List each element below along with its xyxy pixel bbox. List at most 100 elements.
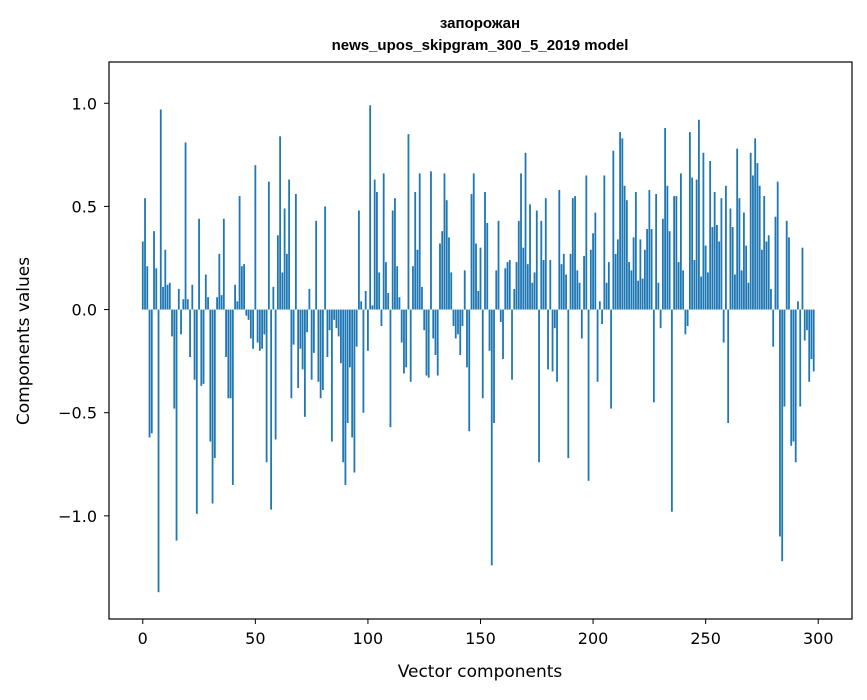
bar-component-30	[209, 309, 212, 442]
bar-component-270	[749, 152, 752, 310]
bar-component-144	[466, 309, 468, 368]
bar-component-147	[472, 173, 475, 310]
bar-component-112	[394, 198, 396, 310]
y-axis-label: Components values	[14, 257, 34, 425]
bar-component-249	[702, 152, 705, 310]
bar-component-97	[360, 301, 363, 310]
bar-component-126	[425, 309, 428, 376]
bar-component-65	[288, 179, 291, 310]
bar-component-226	[650, 229, 653, 310]
bar-component-22	[191, 284, 194, 310]
bar-component-212	[619, 132, 621, 310]
bar-component-39	[229, 309, 232, 399]
bar-component-287	[788, 237, 790, 310]
bar-component-148	[475, 243, 477, 310]
bar-component-239	[679, 173, 682, 310]
bar-component-145	[468, 309, 471, 432]
bar-component-188	[565, 274, 567, 310]
bar-component-110	[389, 309, 392, 428]
bar-component-178	[542, 260, 545, 310]
bar-component-268	[745, 245, 748, 310]
bar-component-6	[155, 268, 158, 310]
y-tick-label: 0.5	[72, 197, 97, 216]
bar-component-174	[533, 272, 536, 310]
bar-component-107	[382, 173, 385, 310]
x-tick-label: 250	[690, 629, 721, 648]
bar-component-173	[531, 282, 534, 310]
bar-component-41	[234, 284, 236, 310]
bar-component-149	[477, 290, 480, 310]
bar-component-172	[529, 204, 531, 310]
bar-component-105	[378, 272, 381, 310]
bar-component-51	[256, 309, 259, 343]
bar-component-193	[576, 270, 579, 310]
bar-component-34	[218, 253, 221, 310]
bar-component-72	[303, 309, 306, 417]
bar-component-231	[661, 218, 664, 310]
bar-component-152	[484, 191, 486, 310]
bar-component-87	[337, 309, 340, 337]
bar-component-253	[711, 227, 714, 310]
bar-component-101	[369, 105, 372, 310]
bar-component-26	[200, 309, 203, 386]
bar-component-140	[457, 309, 459, 335]
bar-component-283	[779, 309, 781, 537]
bar-component-57	[270, 309, 273, 510]
bar-component-225	[648, 189, 651, 310]
bar-component-227	[652, 309, 655, 403]
bar-component-154	[488, 309, 491, 351]
bar-component-96	[358, 210, 360, 310]
bar-component-246	[695, 179, 698, 310]
bar-component-29	[207, 297, 209, 310]
bar-component-210	[614, 253, 617, 310]
bar-component-163	[508, 260, 511, 310]
bar-component-92	[349, 309, 351, 368]
bar-component-286	[785, 220, 788, 310]
bar-component-203	[598, 301, 601, 310]
bar-component-94	[353, 309, 356, 473]
bar-component-194	[578, 282, 581, 310]
y-tick-label: 1.0	[72, 94, 97, 113]
bar-component-180	[547, 309, 549, 370]
bar-component-4	[150, 309, 153, 434]
bar-component-123	[418, 173, 421, 310]
chart-subtitle: news_upos_skipgram_300_5_2019 model	[332, 37, 629, 54]
bar-component-116	[403, 309, 405, 374]
bar-component-238	[677, 262, 680, 310]
bar-component-206	[605, 282, 608, 310]
bar-component-160	[502, 309, 504, 360]
bar-component-150	[479, 247, 482, 310]
bar-component-106	[380, 309, 383, 327]
bar-component-159	[499, 309, 502, 322]
bar-component-132	[439, 243, 441, 310]
bar-component-11	[166, 284, 169, 310]
bar-component-200	[592, 233, 594, 310]
bar-component-21	[189, 309, 191, 358]
bar-component-82	[326, 309, 329, 358]
bar-component-280	[772, 309, 775, 347]
bar-component-235	[670, 309, 673, 512]
y-tick-label: 0.0	[72, 301, 97, 320]
bar-component-228	[655, 194, 658, 310]
bar-component-89	[342, 309, 345, 463]
bar-component-168	[520, 173, 522, 310]
bar-component-222	[641, 278, 644, 310]
bar-component-40	[231, 309, 234, 485]
x-tick-label: 150	[465, 629, 496, 648]
bar-component-220	[637, 280, 640, 310]
bar-component-128	[430, 171, 432, 310]
bar-component-61	[279, 136, 282, 310]
bar-component-167	[517, 220, 520, 310]
bar-component-88	[340, 309, 342, 364]
bar-component-124	[421, 286, 423, 310]
bar-component-141	[459, 309, 462, 355]
bar-component-208	[610, 309, 612, 409]
bar-component-2	[146, 266, 149, 310]
bar-component-281	[774, 216, 777, 310]
bar-component-38	[227, 309, 230, 399]
bar-component-33	[216, 297, 218, 310]
bar-component-86	[335, 309, 338, 329]
bar-component-171	[526, 264, 529, 310]
bar-component-295	[806, 309, 808, 331]
